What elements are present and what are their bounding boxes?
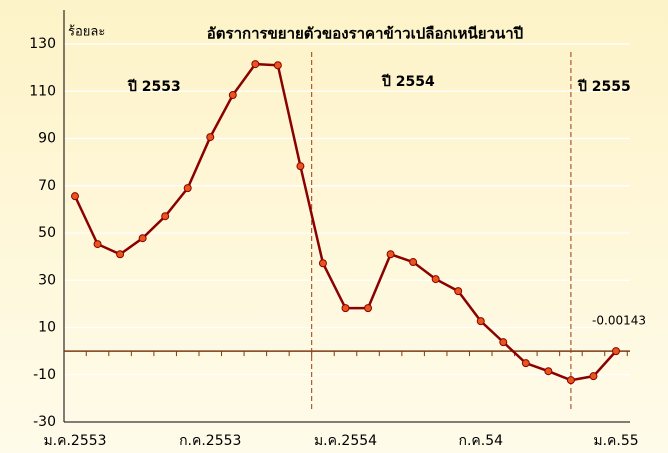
marker (431, 275, 440, 284)
y-tick-label: 90 (38, 131, 56, 147)
marker (476, 317, 485, 326)
x-tick-label: ม.ค.2554 (314, 433, 377, 449)
marker (386, 250, 395, 259)
marker (544, 367, 553, 376)
y-axis-label: ร้อยละ (68, 25, 105, 40)
marker (273, 61, 282, 70)
y-tick-label: 70 (38, 178, 56, 194)
y-tick-label: -10 (33, 367, 56, 383)
annotation: ปี 2555 (577, 79, 631, 95)
marker (454, 287, 463, 296)
y-tick-label: 130 (29, 36, 56, 52)
y-tick-label: 110 (29, 83, 56, 99)
marker (566, 376, 575, 385)
marker (206, 133, 215, 142)
x-tick-label: ก.ค.54 (458, 433, 503, 449)
marker (251, 60, 260, 69)
marker (183, 184, 192, 193)
annotation: ปี 2553 (127, 79, 181, 95)
y-tick-label: 10 (38, 320, 56, 336)
chart-title: อัตราการขยายตัวของราคาข้าวเปลือกเหนียวนา… (207, 25, 523, 43)
marker (296, 162, 305, 171)
marker (499, 338, 508, 347)
marker (138, 234, 147, 243)
y-tick-label: 50 (38, 225, 56, 241)
x-tick-label: ก.ค.2553 (179, 433, 241, 449)
marker (318, 259, 327, 268)
x-tick-label: ม.ค.55 (593, 433, 638, 449)
marker (71, 192, 79, 201)
marker (589, 372, 598, 381)
annotation: ปี 2554 (381, 74, 435, 90)
x-tick-label: ม.ค.2553 (43, 433, 106, 449)
y-tick-label: 30 (38, 272, 56, 288)
data-label: -0.00143 (592, 314, 646, 328)
marker (612, 347, 620, 356)
marker (228, 91, 237, 100)
marker (93, 240, 102, 249)
marker (341, 304, 350, 313)
marker (161, 212, 170, 221)
marker (521, 359, 530, 368)
marker (409, 258, 418, 267)
y-tick-label: -30 (33, 414, 56, 430)
marker (364, 304, 373, 313)
marker (116, 250, 125, 259)
